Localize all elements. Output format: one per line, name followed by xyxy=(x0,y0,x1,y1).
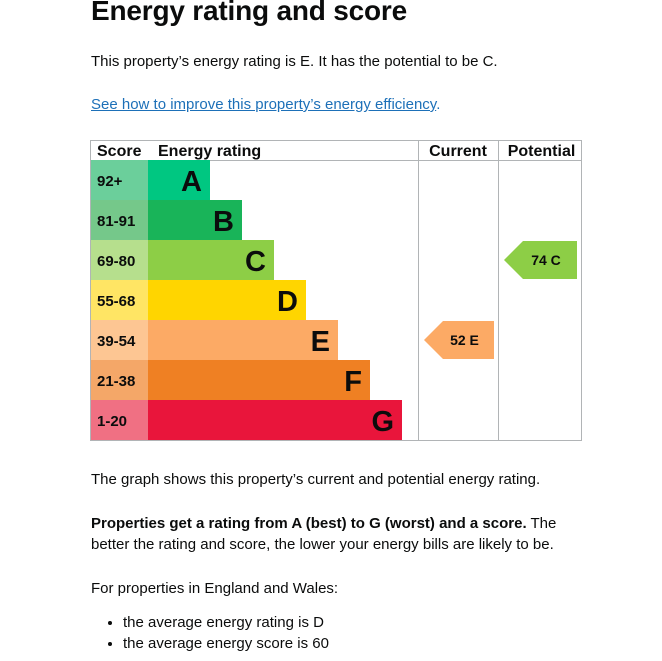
average-list: the average energy rating is D the avera… xyxy=(91,612,329,654)
score-cell xyxy=(91,240,148,280)
score-range-label: 55-68 xyxy=(97,293,135,310)
rating-bar-e xyxy=(148,320,338,360)
current-rating-marker-label: 52 E xyxy=(450,332,479,348)
rating-bar-c xyxy=(148,240,274,280)
potential-rating-marker-label: 74 C xyxy=(531,252,561,268)
rating-letter: G xyxy=(371,406,394,438)
potential-rating-marker xyxy=(504,241,577,279)
rating-summary: This property’s energy rating is E. It h… xyxy=(91,53,498,70)
score-range-label: 81-91 xyxy=(97,213,135,230)
rating-letter: E xyxy=(311,326,330,358)
page-title: Energy rating and score xyxy=(91,0,407,26)
rating-bar-g xyxy=(148,400,402,440)
score-range-label: 92+ xyxy=(97,173,123,190)
score-cell xyxy=(91,200,148,240)
rating-bar-f xyxy=(148,360,370,400)
score-range-label: 1-20 xyxy=(97,413,127,430)
improve-efficiency-link[interactable]: See how to improve this property’s energ… xyxy=(91,96,437,113)
rating-letter: A xyxy=(181,166,202,198)
list-item: the average energy score is 60 xyxy=(123,633,329,654)
score-cell xyxy=(91,280,148,320)
score-range-label: 39-54 xyxy=(97,333,136,350)
rating-explanation: Properties get a rating from A (best) to… xyxy=(91,513,591,555)
score-cell xyxy=(91,360,148,400)
rating-explanation-rest: The better the rating and score, the low… xyxy=(91,515,557,553)
current-rating-marker xyxy=(424,321,494,359)
rating-bar-d xyxy=(148,280,306,320)
region-intro: For properties in England and Wales: xyxy=(91,580,339,597)
header-score: Score xyxy=(97,143,142,160)
header-potential: Potential xyxy=(508,143,576,160)
score-cell xyxy=(91,160,148,200)
list-item: the average energy rating is D xyxy=(123,612,329,633)
link-suffix: . xyxy=(436,96,441,113)
score-cell xyxy=(91,400,148,440)
graph-caption: The graph shows this property’s current … xyxy=(91,471,541,488)
rating-bar-b xyxy=(148,200,242,240)
rating-letter: C xyxy=(245,246,266,278)
score-cell xyxy=(91,320,148,360)
rating-letter: F xyxy=(344,366,362,398)
rating-explanation-bold: Properties get a rating from A (best) to… xyxy=(91,515,527,532)
rating-letter: B xyxy=(213,206,234,238)
rating-bar-a xyxy=(148,160,210,200)
improve-link-line: See how to improve this property’s energ… xyxy=(91,96,440,113)
header-energy-rating: Energy rating xyxy=(158,143,261,160)
header-current: Current xyxy=(429,143,487,160)
rating-letter: D xyxy=(277,286,298,318)
score-range-label: 21-38 xyxy=(97,373,135,390)
score-range-label: 69-80 xyxy=(97,253,135,270)
